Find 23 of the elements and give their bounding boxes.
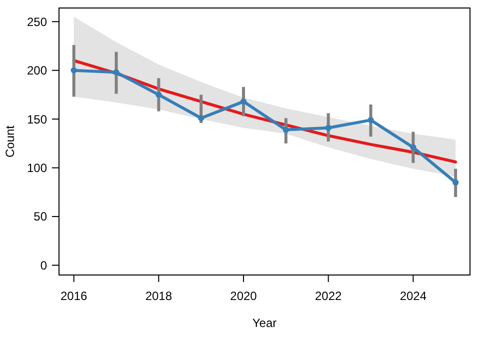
x-tick-label: 2018: [145, 289, 172, 303]
point: [410, 144, 416, 150]
point: [113, 69, 120, 76]
point: [452, 179, 459, 186]
x-tick-label: 2020: [230, 289, 258, 303]
point: [282, 126, 290, 133]
y-axis-title: Count: [3, 124, 17, 158]
y-tick-label: 50: [34, 210, 48, 224]
x-tick-label: 2024: [400, 289, 427, 303]
point: [70, 67, 77, 74]
x-axis-title: Year: [252, 316, 277, 330]
y-tick-label: 100: [26, 161, 48, 176]
point: [156, 92, 162, 98]
y-tick-label: 250: [26, 14, 48, 29]
x-tick-label: 2016: [60, 289, 88, 303]
point: [368, 116, 374, 124]
y-tick-label: 0: [40, 258, 48, 272]
point: [240, 98, 247, 105]
point: [325, 124, 332, 131]
point: [198, 115, 204, 122]
y-tick-label: 150: [26, 112, 48, 126]
y-tick-label: 200: [26, 64, 48, 78]
x-tick-label: 2022: [314, 289, 342, 303]
